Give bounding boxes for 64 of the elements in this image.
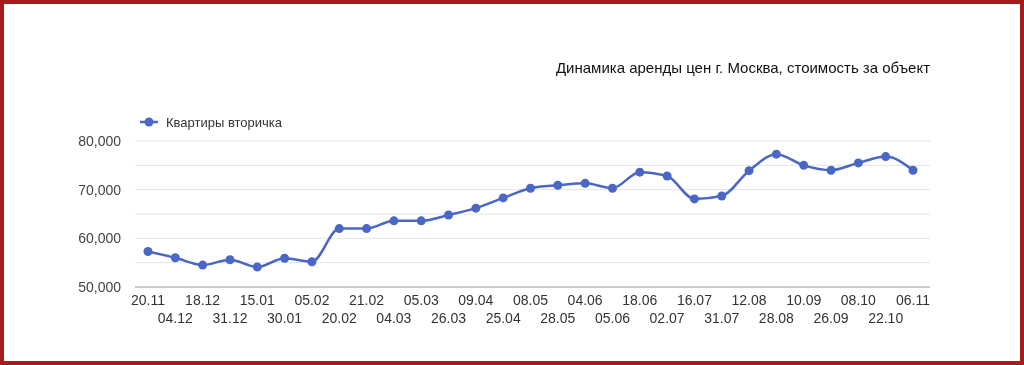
x-tick-label: 04.12 bbox=[157, 310, 194, 326]
x-tick-label: 09.04 bbox=[458, 292, 494, 308]
x-tick-label: 05.03 bbox=[403, 292, 439, 308]
point bbox=[416, 216, 426, 226]
x-tick-label: 05.06 bbox=[594, 310, 631, 326]
point bbox=[143, 246, 153, 256]
point bbox=[444, 210, 454, 220]
point bbox=[471, 203, 481, 213]
x-tick-label: 25.04 bbox=[485, 310, 521, 326]
point bbox=[662, 171, 672, 181]
point bbox=[881, 152, 891, 162]
point bbox=[580, 178, 590, 188]
point bbox=[799, 160, 809, 170]
y-tick-label: 50,000 bbox=[78, 279, 122, 295]
x-tick-label: 20.02 bbox=[321, 310, 357, 326]
point bbox=[225, 255, 235, 265]
x-tick-label: 31.12 bbox=[212, 310, 248, 326]
x-tick-label: 22.10 bbox=[868, 310, 904, 326]
point bbox=[607, 183, 617, 193]
x-tick-label: 26.03 bbox=[431, 310, 467, 326]
y-tick-label: 80,000 bbox=[78, 133, 122, 149]
y-tick-label: 70,000 bbox=[78, 181, 122, 198]
point bbox=[689, 194, 699, 204]
point bbox=[334, 224, 344, 234]
x-tick-label: 16.07 bbox=[676, 292, 713, 308]
point bbox=[252, 262, 262, 272]
x-tick-label: 28.05 bbox=[540, 310, 576, 326]
point bbox=[553, 180, 563, 190]
x-tick-label: 30.01 bbox=[267, 310, 303, 326]
chart-title: Динамика аренды цен г. Москва, стоимость за объект bbox=[555, 59, 931, 76]
point bbox=[362, 224, 372, 234]
point bbox=[307, 257, 317, 267]
x-tick-label: 18.12 bbox=[185, 292, 221, 308]
point bbox=[717, 191, 727, 201]
x-tick-label: 18.06 bbox=[622, 292, 658, 308]
point bbox=[908, 165, 918, 175]
x-tick-label: 02.07 bbox=[649, 310, 685, 326]
x-tick-label: 31.07 bbox=[704, 310, 740, 326]
point bbox=[526, 183, 535, 193]
point bbox=[198, 260, 208, 270]
x-tick-label: 08.10 bbox=[840, 292, 877, 308]
legend-label: Квартиры вторичка bbox=[166, 115, 283, 130]
point bbox=[744, 166, 754, 176]
x-tick-label: 21.02 bbox=[349, 292, 385, 308]
x-tick-label: 20.11 bbox=[131, 292, 166, 308]
x-tick-label: 26.09 bbox=[813, 310, 849, 326]
point bbox=[280, 253, 290, 263]
point bbox=[635, 167, 645, 177]
x-tick-label: 06.11 bbox=[896, 292, 931, 308]
x-tick-label: 15.01 bbox=[239, 292, 276, 308]
x-tick-label: 28.08 bbox=[758, 310, 795, 326]
point bbox=[826, 165, 836, 175]
x-tick-label: 04.06 bbox=[567, 292, 603, 308]
x-tick-label: 08.05 bbox=[512, 292, 549, 308]
point bbox=[170, 253, 180, 263]
y-tick-label: 60,000 bbox=[78, 230, 122, 247]
point bbox=[498, 193, 508, 203]
point bbox=[853, 158, 863, 168]
point bbox=[771, 149, 781, 159]
x-tick-label: 04.03 bbox=[376, 310, 412, 326]
point bbox=[389, 216, 399, 226]
x-tick-label: 12.08 bbox=[731, 292, 767, 308]
x-tick-label: 10.09 bbox=[786, 292, 822, 308]
x-tick-label: 05.02 bbox=[294, 292, 330, 308]
